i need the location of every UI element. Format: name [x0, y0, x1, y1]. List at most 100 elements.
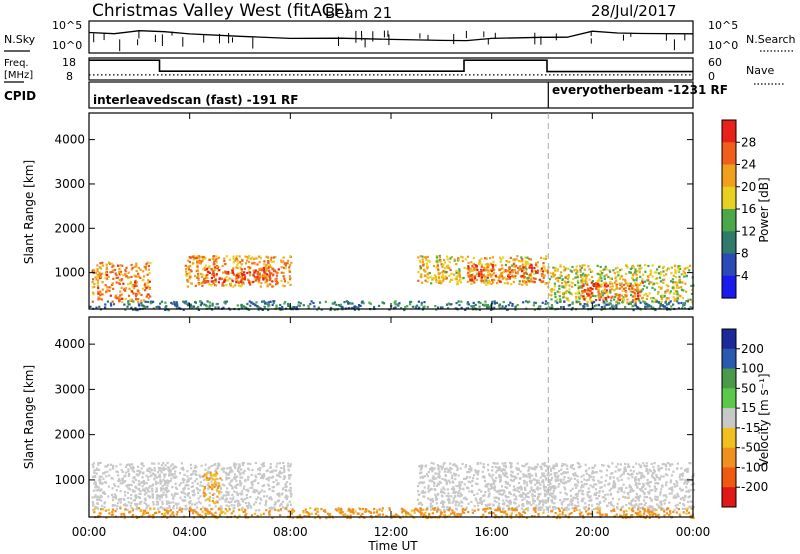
power-point: [585, 290, 588, 293]
power-point: [217, 281, 220, 284]
velocity-point: [561, 462, 564, 466]
velocity-point: [233, 476, 236, 479]
velocity-point: [269, 471, 272, 474]
velocity-point: [236, 475, 239, 478]
velocity-point: [658, 477, 662, 480]
power-point: [96, 279, 99, 282]
velocity-point: [536, 486, 539, 489]
velocity-point: [482, 463, 485, 466]
power-ytick-label: 1000: [54, 266, 85, 280]
power-point: [473, 275, 476, 278]
velocity-point: [226, 487, 229, 490]
velocity-point: [123, 498, 126, 501]
velocity-point: [165, 495, 168, 499]
power-point: [575, 300, 578, 303]
velocity-point: [522, 492, 526, 495]
power-point: [595, 287, 598, 290]
power-point: [135, 265, 138, 268]
velocity-point: [221, 496, 225, 499]
velocity-point: [685, 486, 688, 489]
velocity-point: [587, 495, 590, 498]
power-point: [96, 275, 99, 278]
power-point: [597, 279, 600, 282]
power-point: [615, 275, 618, 278]
power-point: [267, 265, 270, 268]
power-point: [215, 258, 218, 261]
velocity-point: [638, 471, 641, 474]
power-point: [249, 266, 252, 269]
velocity-point: [289, 465, 292, 468]
power-point: [626, 266, 629, 269]
power-point: [626, 298, 629, 301]
velocity-point: [137, 483, 140, 486]
velocity-point: [139, 490, 142, 493]
power-point: [473, 278, 476, 281]
velocity-point: [587, 508, 590, 511]
power-point: [478, 263, 481, 266]
velocity-point: [598, 491, 601, 494]
power-point: [571, 285, 574, 288]
power-point: [268, 278, 271, 282]
velocity-point: [689, 462, 692, 465]
velocity-point: [235, 479, 238, 482]
power-point: [681, 273, 684, 276]
power-point: [609, 277, 612, 280]
power-point: [91, 270, 94, 273]
velocity-point: [147, 470, 151, 473]
velocity-point: [238, 466, 241, 469]
velocity-point: [445, 479, 448, 482]
velocity-point: [276, 500, 280, 503]
power-point: [249, 257, 252, 260]
power-point: [146, 300, 149, 304]
power-point: [655, 268, 659, 271]
velocity-point: [251, 468, 254, 471]
power-point: [226, 272, 229, 275]
power-point: [145, 295, 148, 298]
power-point: [189, 265, 192, 268]
power-point: [204, 281, 207, 284]
power-point: [135, 308, 138, 312]
velocity-point: [282, 461, 285, 465]
velocity-point: [252, 490, 255, 494]
velocity-point: [241, 476, 244, 479]
velocity-point: [178, 472, 182, 475]
power-point: [196, 307, 199, 310]
power-point: [661, 266, 665, 269]
velocity-point: [245, 513, 248, 516]
velocity-point: [638, 479, 641, 482]
power-point: [641, 280, 644, 283]
velocity-point: [630, 488, 633, 491]
power-point: [561, 285, 564, 288]
power-point: [131, 266, 134, 270]
power-point: [533, 272, 536, 275]
power-point: [500, 258, 503, 261]
velocity-point: [225, 478, 228, 481]
power-point: [577, 285, 580, 288]
power-point: [268, 304, 271, 307]
velocity-point: [207, 484, 211, 487]
power-point: [283, 302, 286, 305]
power-point: [485, 283, 488, 286]
power-point: [646, 305, 649, 308]
velocity-point: [460, 481, 464, 484]
power-point: [245, 262, 248, 265]
power-point: [437, 306, 440, 309]
velocity-point: [541, 480, 544, 483]
power-point: [272, 274, 275, 277]
velocity-point: [568, 503, 571, 506]
velocity-point: [504, 466, 508, 469]
power-point: [118, 270, 121, 273]
velocity-point: [691, 516, 694, 519]
velocity-point: [95, 486, 98, 489]
power-point: [492, 260, 495, 264]
velocity-point: [593, 483, 596, 486]
power-point: [659, 280, 662, 283]
power-point: [236, 267, 239, 270]
power-point: [148, 287, 151, 290]
freq-trace: [89, 59, 693, 73]
velocity-point: [583, 483, 586, 486]
power-point: [265, 269, 268, 272]
velocity-point: [542, 481, 545, 484]
power-point: [610, 277, 613, 280]
power-point: [228, 277, 231, 280]
